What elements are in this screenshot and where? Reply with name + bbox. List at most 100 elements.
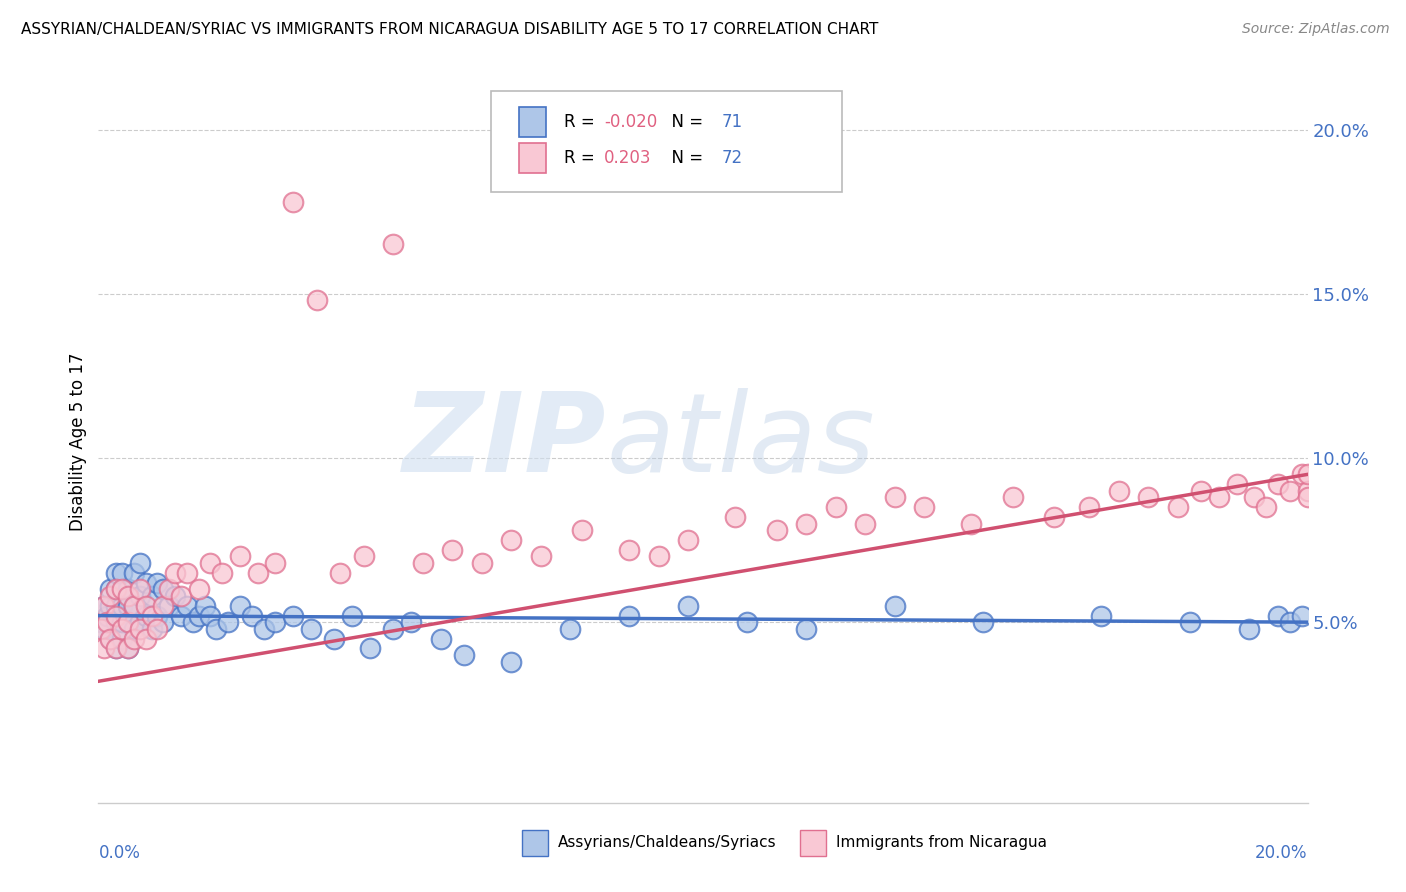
Point [217,615,239,630]
Point [735,615,758,630]
Text: Immigrants from Nicaragua: Immigrants from Nicaragua [837,835,1047,850]
Point [117,615,139,630]
Point [399,615,422,630]
Point [1208,491,1230,505]
Point [359,641,381,656]
Point [122,566,145,580]
Point [128,622,150,636]
Point [560,622,582,636]
Point [111,632,134,646]
Point [1267,608,1289,623]
Point [305,293,328,308]
Point [382,237,405,252]
Text: N =: N = [661,113,709,131]
Point [117,615,139,630]
Point [1167,500,1189,515]
Point [211,566,233,580]
Point [141,608,163,623]
Point [1226,477,1249,491]
Point [187,582,209,597]
Point [412,556,434,570]
Point [105,641,128,656]
Point [323,632,346,646]
Point [382,622,405,636]
Point [117,641,139,656]
Point [128,556,150,570]
Point [98,582,121,597]
Point [883,491,905,505]
Text: ASSYRIAN/CHALDEAN/SYRIAC VS IMMIGRANTS FROM NICARAGUA DISABILITY AGE 5 TO 17 COR: ASSYRIAN/CHALDEAN/SYRIAC VS IMMIGRANTS F… [21,22,879,37]
Point [181,615,204,630]
Point [1291,467,1313,482]
Point [1090,608,1112,623]
Point [1137,491,1160,505]
Text: 0.0%: 0.0% [98,845,141,863]
Y-axis label: Disability Age 5 to 17: Disability Age 5 to 17 [69,352,87,531]
Point [105,599,128,613]
Point [128,589,150,603]
Point [619,542,641,557]
Point [1108,483,1130,498]
FancyBboxPatch shape [522,830,548,855]
Point [794,516,817,531]
Point [152,599,174,613]
Point [111,622,134,636]
Point [93,622,115,636]
Point [441,542,464,557]
Point [501,533,523,547]
Point [122,632,145,646]
Point [135,599,157,613]
Point [111,566,134,580]
Point [648,549,671,564]
Point [571,523,593,537]
Point [105,608,128,623]
Point [264,615,287,630]
Text: N =: N = [661,149,709,168]
Point [1256,500,1278,515]
Point [176,566,198,580]
Point [1291,608,1313,623]
Point [453,648,475,662]
Point [1178,615,1201,630]
Point [194,599,217,613]
Point [98,632,121,646]
Text: R =: R = [564,113,600,131]
Point [146,622,169,636]
FancyBboxPatch shape [519,143,546,173]
Point [152,615,174,630]
Text: 72: 72 [721,149,742,168]
Point [353,549,375,564]
Point [98,599,121,613]
Point [205,622,228,636]
Text: Assyrians/Chaldeans/Syriacs: Assyrians/Chaldeans/Syriacs [558,835,776,850]
FancyBboxPatch shape [492,91,842,193]
Text: atlas: atlas [606,388,875,495]
Point [229,549,252,564]
Point [200,556,222,570]
Point [501,655,523,669]
Point [117,582,139,597]
Text: R =: R = [564,149,600,168]
Point [1043,510,1066,524]
Point [157,582,180,597]
Point [122,599,145,613]
Point [170,589,193,603]
Point [1001,491,1024,505]
Point [128,582,150,597]
Point [165,566,187,580]
Point [1296,467,1319,482]
Point [329,566,352,580]
Point [252,622,274,636]
Point [187,608,209,623]
Text: 71: 71 [721,113,742,131]
Point [170,608,193,623]
Point [146,608,169,623]
Point [96,608,118,623]
Point [678,599,700,613]
Point [96,615,118,630]
Point [853,516,876,531]
Point [678,533,700,547]
Point [299,622,322,636]
Point [912,500,935,515]
Point [429,632,451,646]
